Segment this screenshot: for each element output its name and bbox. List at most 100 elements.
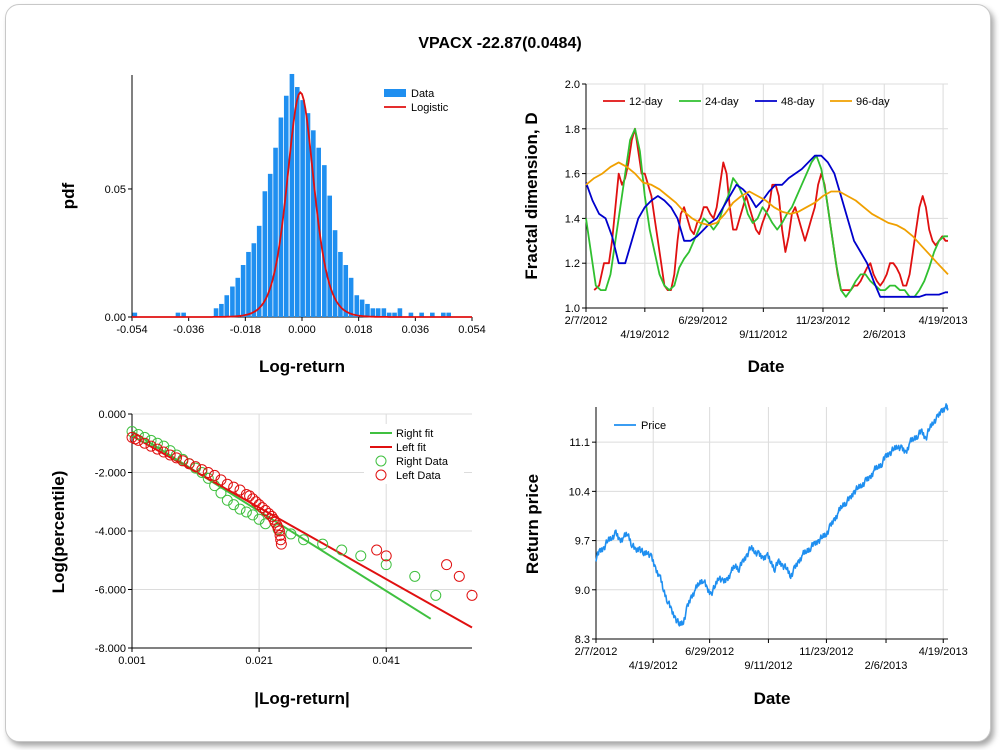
histogram-bar [348, 277, 354, 317]
series-line-48-day [585, 154, 948, 298]
left-data-point [275, 538, 287, 550]
y-tick-label: 9.0 [575, 585, 590, 597]
histogram-bar [235, 277, 241, 317]
histogram-bar [338, 251, 343, 317]
series-line-24-day [585, 127, 948, 298]
y-tick-label: -4.000 [95, 526, 126, 538]
left-data-point [158, 446, 170, 458]
chart-hist: -0.054 -0.036 -0.018 0.000 0.018 0.036 0.054 0.… [59, 73, 486, 376]
left-data-point [269, 516, 281, 528]
left-data-point [183, 458, 195, 470]
y-tick-label: 0.05 [105, 184, 126, 196]
right-data-point [145, 434, 157, 446]
right-data-point [298, 534, 310, 546]
histogram-bar [311, 130, 316, 317]
left-data-point [196, 464, 208, 476]
left-data-point [250, 496, 262, 508]
right-data-point [355, 550, 367, 562]
histogram-bar [256, 225, 262, 317]
y-tick-label: 1.6 [565, 169, 580, 181]
left-data-point [151, 443, 163, 455]
histogram-bar [224, 295, 230, 317]
legend-label: Data [411, 88, 435, 100]
left-data-point [132, 434, 144, 446]
x-tick-label: 11/23/2012 [799, 646, 853, 658]
histogram-bar [332, 230, 338, 317]
histogram-bar [240, 265, 246, 317]
histogram-bar [446, 312, 452, 317]
histogram-bar [262, 191, 268, 317]
legend: Price [614, 420, 666, 432]
left-data-point [380, 550, 392, 562]
right-data-point [380, 559, 392, 571]
y-axis-label: Return price [523, 474, 542, 574]
chart-tails: 0.001 0.021 0.041 0.000 -2.000 -4.000 -6.000 -8… [49, 409, 478, 708]
histogram-bar [278, 117, 284, 317]
legend: Right fit Left fit Right Data Left Data [364, 424, 464, 484]
x-tick-label: 4/19/2012 [620, 329, 669, 341]
histogram-bar [370, 308, 376, 317]
histogram-bar [251, 243, 257, 317]
histogram-bar [343, 265, 349, 317]
right-data-point [215, 487, 227, 499]
figure-title: VPACX -22.87(0.0484) [418, 35, 581, 52]
y-tick-label: 1.8 [565, 124, 580, 136]
left-data-point [253, 499, 265, 511]
histogram-bar [408, 312, 414, 317]
legend-swatch [375, 455, 387, 467]
legend: Data Logistic [380, 86, 464, 116]
x-tick-label: 0.041 [372, 655, 400, 667]
logistic-curve [132, 91, 472, 318]
x-tick-label: -0.054 [116, 324, 147, 336]
y-tick-label: -6.000 [95, 585, 126, 597]
histogram-bar [397, 308, 403, 317]
left-data-point [466, 589, 478, 601]
x-tick-label: 9/11/2012 [739, 329, 787, 341]
left-data-point [371, 544, 383, 556]
right-data-point [336, 544, 348, 556]
legend-label: Left fit [396, 442, 426, 454]
left-data-point [170, 452, 182, 464]
histogram-bar [289, 73, 295, 317]
right-data-point [151, 437, 163, 449]
legend-swatch-data [384, 89, 406, 97]
left-data-point [139, 437, 151, 449]
left-data-point [247, 493, 259, 505]
legend-label: Left Data [396, 470, 442, 482]
histogram-bar [273, 147, 278, 317]
histogram-bar [386, 312, 392, 317]
legend-label: Right Data [396, 456, 449, 468]
histogram-bar [181, 312, 186, 317]
y-axis-label: pdf [59, 182, 78, 209]
x-tick-label: 0.018 [345, 324, 373, 336]
histogram-bar [381, 308, 387, 317]
y-tick-label: 11.1 [569, 437, 590, 449]
histogram-bar [392, 312, 397, 317]
x-axis-label: Log-return [259, 357, 345, 376]
legend-label: 96-day [856, 96, 890, 108]
histogram-bar [283, 95, 289, 317]
x-axis-label: |Log-return| [254, 689, 349, 708]
y-axis-label: Fractal dimension, D [522, 112, 541, 279]
x-tick-label: 9/11/2012 [744, 660, 792, 672]
y-tick-label: 1.0 [565, 303, 580, 315]
x-tick-label: 2/6/2013 [865, 660, 908, 672]
y-tick-label: -2.000 [95, 468, 126, 480]
left-data-point [202, 467, 214, 478]
histogram-bar [316, 147, 321, 317]
histogram-bar [305, 113, 311, 317]
right-data-point [285, 528, 297, 540]
x-tick-label: 0.036 [402, 324, 430, 336]
x-tick-label: 4/19/2013 [919, 315, 968, 327]
histogram-bar [213, 308, 219, 317]
series-line-96-day [585, 161, 949, 276]
legend-label: Price [641, 420, 666, 432]
x-tick-label: 0.054 [458, 324, 486, 336]
histogram-bar [365, 303, 370, 317]
histogram-bar [175, 312, 181, 317]
histogram-bar [430, 312, 435, 317]
left-fit-line [131, 435, 473, 629]
y-tick-label: 0.000 [98, 409, 126, 421]
